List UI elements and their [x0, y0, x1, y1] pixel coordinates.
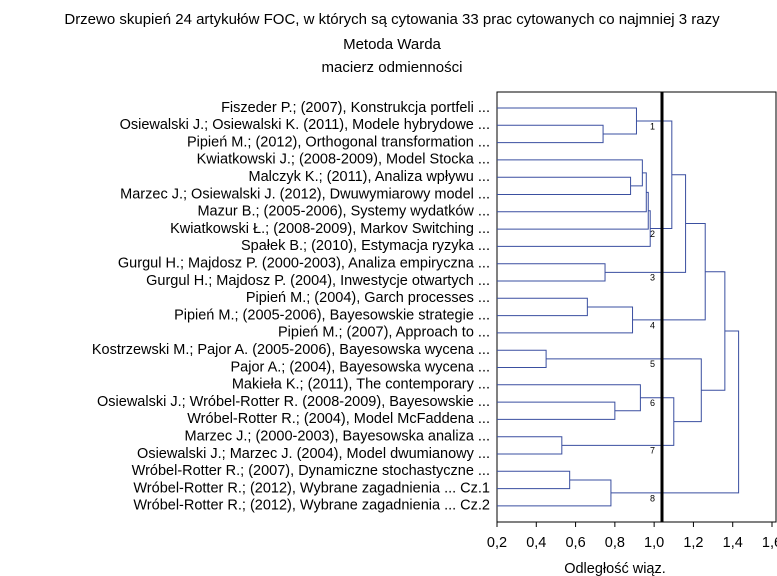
leaf-label: Osiewalski J.; Wróbel-Rotter R. (2008-20…: [97, 394, 490, 410]
x-axis-label: Odległość wiąz.: [564, 561, 666, 576]
x-tick-label: 1,0: [644, 535, 664, 551]
cluster-label: 7: [650, 446, 655, 456]
cluster-label: 3: [650, 273, 655, 283]
merge-link: [497, 107, 637, 135]
x-tick-label: 0,2: [487, 535, 507, 551]
leaf-label: Fiszeder P.; (2007), Konstrukcja portfel…: [221, 100, 490, 116]
leaf-label: Pipień M.; (2005-2006), Bayesowskie stra…: [174, 307, 490, 323]
plot-frame: [496, 91, 777, 523]
merge-link: [561, 397, 675, 446]
leaf-label: Wróbel-Rotter R.; (2007), Dynamiczne sto…: [132, 463, 490, 479]
merge-link: [636, 120, 673, 230]
x-tick-label: 0,4: [526, 535, 546, 551]
chart-subtitle: Metoda Warda: [343, 36, 441, 53]
leaf-label: Wróbel-Rotter R.; (2004), Model McFadden…: [187, 411, 490, 427]
leaf-label: Pipień M.; (2007), Approach to ...: [278, 325, 490, 341]
merge-link: [497, 124, 604, 144]
chart-title: Drzewo skupień 24 artykułów FOC, w który…: [64, 11, 720, 28]
leaf-label: Gurgul H.; Majdosz P. (2004), Inwestycje…: [146, 273, 490, 289]
leaf-label: Kwiatkowski Ł.; (2008-2009), Markov Swit…: [170, 221, 490, 237]
leaf-label: Kwiatkowski J.; (2008-2009), Model Stock…: [197, 152, 490, 168]
merge-link: [497, 436, 563, 455]
cluster-label: 2: [650, 229, 655, 239]
leaf-label: Wróbel-Rotter R.; (2012), Wybrane zagadn…: [133, 498, 490, 514]
cluster-label: 4: [650, 320, 655, 330]
x-tick-label: 1,2: [683, 535, 703, 551]
merge-link: [497, 297, 588, 317]
merge-link: [497, 159, 643, 187]
leaf-label: Spałek B.; (2010), Estymacja ryzyka ...: [241, 238, 490, 254]
leaf-label: Gurgul H.; Majdosz P. (2000-2003), Anali…: [118, 256, 490, 272]
merge-link: [610, 330, 740, 494]
merge-link: [497, 210, 651, 247]
leaf-label: Kostrzewski M.; Pajor A. (2005-2006), Ba…: [92, 342, 490, 358]
leaf-label: Marzec J.; (2000-2003), Bayesowska anali…: [185, 429, 490, 445]
leaf-label: Pipień M.; (2012), Orthogonal transforma…: [187, 134, 490, 150]
leaf-label: Mazur B.; (2005-2006), Systemy wydatków …: [197, 204, 490, 220]
cluster-label: 1: [650, 121, 655, 131]
leaf-label: Pajor A.; (2004), Bayesowska wycena ...: [230, 359, 490, 375]
merge-link: [605, 174, 687, 273]
merge-link: [701, 271, 726, 391]
leaf-label: Osiewalski J.; Osiewalski K. (2011), Mod…: [120, 117, 490, 133]
dendrogram: [497, 107, 740, 507]
merge-link: [632, 223, 706, 321]
cluster-label: 6: [650, 398, 655, 408]
merge-link: [497, 349, 547, 368]
x-tick-label: 1,4: [723, 535, 743, 551]
cluster-label: 8: [650, 493, 655, 503]
leaf-label: Wróbel-Rotter R.; (2012), Wybrane zagadn…: [133, 480, 490, 496]
leaf-label: Malczyk K.; (2011), Analiza wpływu ...: [249, 169, 491, 185]
leaf-label: Pipień M.; (2004), Garch processes ...: [246, 290, 490, 306]
cluster-label: 5: [650, 359, 655, 369]
leaf-label: Marzec J.; Osiewalski J. (2012), Dwuwymi…: [120, 186, 490, 202]
merge-link: [497, 176, 632, 195]
leaf-label: Osiewalski J.; Marzec J. (2004), Model d…: [137, 446, 490, 462]
x-tick-label: 1,6: [762, 535, 777, 551]
chart-subtitle: macierz odmienności: [322, 59, 463, 76]
merge-link: [497, 401, 616, 420]
x-tick-label: 0,6: [565, 535, 585, 551]
merge-link: [546, 358, 702, 423]
x-tick-label: 0,8: [605, 535, 625, 551]
leaf-label: Makieła K.; (2011), The contemporary ...: [232, 377, 490, 393]
